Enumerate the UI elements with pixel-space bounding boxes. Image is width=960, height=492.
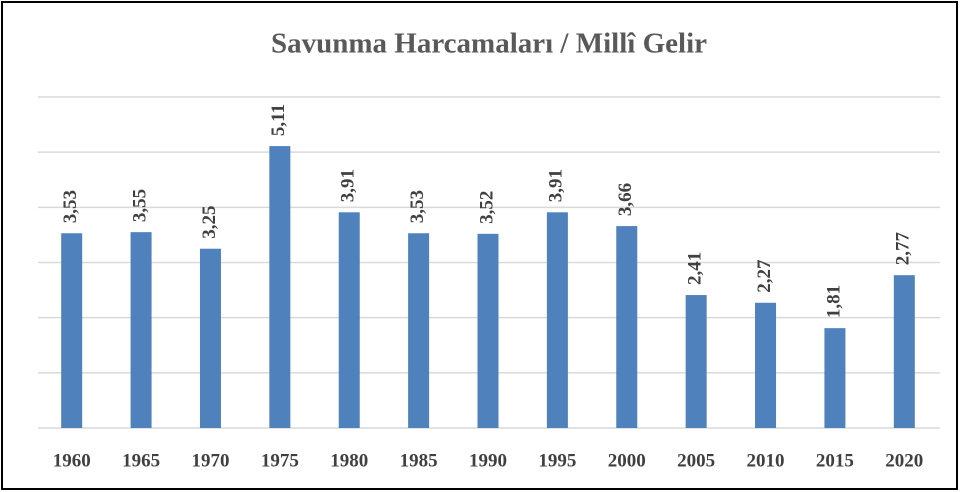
data-label: 2,27 xyxy=(754,259,775,293)
x-tick-label: 1990 xyxy=(469,450,507,471)
data-label: 3,25 xyxy=(199,205,220,238)
chart-title: Savunma Harcamaları / Millî Gelir xyxy=(271,28,707,60)
bar xyxy=(269,146,291,428)
bar xyxy=(824,328,846,428)
x-tick-label: 1985 xyxy=(400,450,438,471)
data-label: 1,81 xyxy=(823,285,844,318)
x-tick-label: 2000 xyxy=(608,450,646,471)
x-tick-label: 1975 xyxy=(261,450,299,471)
data-label: 3,66 xyxy=(615,183,636,216)
x-tick-label: 2005 xyxy=(677,450,715,471)
bar xyxy=(130,232,152,428)
data-label: 3,53 xyxy=(60,190,81,223)
bar xyxy=(338,212,360,428)
bar xyxy=(755,302,777,428)
data-label: 3,91 xyxy=(338,169,359,202)
x-tick-label: 1965 xyxy=(122,450,160,471)
data-label: 3,52 xyxy=(476,191,497,224)
bar xyxy=(893,275,915,428)
data-label: 5,11 xyxy=(268,104,289,136)
data-label: 3,91 xyxy=(546,169,567,202)
x-tick-label: 1970 xyxy=(191,450,229,471)
bar xyxy=(477,233,499,428)
x-tick-label: 2010 xyxy=(747,450,785,471)
bar xyxy=(61,233,83,428)
data-label: 3,55 xyxy=(129,189,150,222)
bar xyxy=(546,212,568,428)
x-tick-label: 2015 xyxy=(816,450,854,471)
x-tick-label: 1960 xyxy=(53,450,91,471)
x-tick-label: 1980 xyxy=(330,450,368,471)
bar xyxy=(408,233,430,428)
x-tick-label: 2020 xyxy=(885,450,923,471)
bar xyxy=(199,248,221,428)
bar xyxy=(685,295,707,428)
data-label: 2,77 xyxy=(893,231,914,265)
bar xyxy=(616,226,638,428)
data-label: 3,53 xyxy=(407,190,428,223)
data-label: 2,41 xyxy=(685,252,706,285)
x-tick-label: 1995 xyxy=(538,450,576,471)
